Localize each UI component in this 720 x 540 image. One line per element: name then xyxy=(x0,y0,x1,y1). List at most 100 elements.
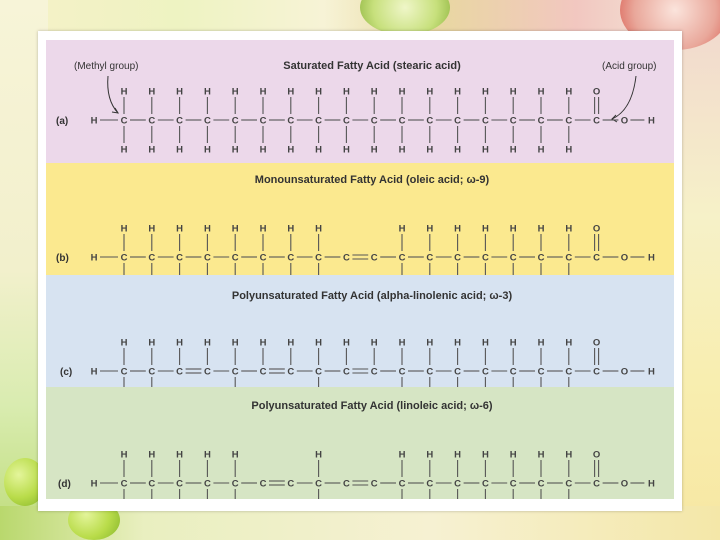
hydrogen-atom: H xyxy=(232,224,239,235)
hydrogen-atom: H xyxy=(315,224,322,235)
hydrogen-atom: H xyxy=(204,87,211,98)
hydrogen-atom: H xyxy=(648,253,655,264)
carbon-atom: C xyxy=(260,367,267,378)
carbon-atom: C xyxy=(232,479,239,490)
hydrogen-atom: H xyxy=(538,224,545,235)
hydrogen-atom: H xyxy=(538,87,545,98)
carbon-atom: C xyxy=(232,367,239,378)
hydrogen-atom: H xyxy=(343,87,350,98)
hydrogen-atom: H xyxy=(232,338,239,349)
hydrogen-atom: H xyxy=(148,145,155,156)
hydrogen-atom: H xyxy=(315,338,322,349)
hydrogen-atom: H xyxy=(176,87,183,98)
oxygen-atom: O xyxy=(621,479,628,490)
carbon-atom: C xyxy=(426,367,433,378)
methyl-arrow xyxy=(107,75,119,114)
hydrogen-atom: H xyxy=(121,338,128,349)
panel-label: (a) xyxy=(56,116,68,127)
carbon-atom: C xyxy=(482,116,489,127)
carbon-atom: C xyxy=(510,479,517,490)
panel-title: Saturated Fatty Acid (stearic acid) xyxy=(283,60,461,72)
oxygen-atom: O xyxy=(593,450,600,461)
hydrogen-atom: H xyxy=(565,224,572,235)
oxygen-atom: O xyxy=(621,253,628,264)
hydrogen-atom: H xyxy=(510,450,517,461)
hydrogen-atom: H xyxy=(426,87,433,98)
hydrogen-atom: H xyxy=(454,87,461,98)
carbon-atom: C xyxy=(593,479,600,490)
hydrogen-atom: H xyxy=(287,338,294,349)
hydrogen-atom: H xyxy=(482,338,489,349)
carbon-atom: C xyxy=(343,479,350,490)
carbon-atom: C xyxy=(204,253,211,264)
hydrogen-atom: H xyxy=(260,338,267,349)
hydrogen-atom: H xyxy=(287,87,294,98)
panel-title: Polyunsaturated Fatty Acid (alpha-linole… xyxy=(232,290,513,302)
carbon-atom: C xyxy=(399,479,406,490)
hydrogen-atom: H xyxy=(482,450,489,461)
methyl-arrowhead xyxy=(111,107,119,114)
hydrogen-atom: H xyxy=(315,87,322,98)
carbon-atom: C xyxy=(204,479,211,490)
hydrogen-atom: H xyxy=(399,145,406,156)
carbon-atom: C xyxy=(121,116,128,127)
hydrogen-atom: H xyxy=(121,145,128,156)
hydrogen-atom: H xyxy=(260,145,267,156)
carbon-atom: C xyxy=(148,116,155,127)
hydrogen-atom: H xyxy=(538,145,545,156)
panel-label: (b) xyxy=(56,253,69,264)
hydrogen-atom: H xyxy=(399,450,406,461)
carbon-atom: C xyxy=(426,116,433,127)
hydrogen-atom: H xyxy=(482,224,489,235)
carbon-atom: C xyxy=(482,479,489,490)
panel-label: (d) xyxy=(58,479,71,490)
hydrogen-atom: H xyxy=(510,224,517,235)
carbon-atom: C xyxy=(232,116,239,127)
oxygen-atom: O xyxy=(593,87,600,98)
hydrogen-atom: H xyxy=(91,253,98,264)
hydrogen-atom: H xyxy=(121,87,128,98)
carbon-atom: C xyxy=(538,367,545,378)
carbon-atom: C xyxy=(593,367,600,378)
carbon-atom: C xyxy=(371,253,378,264)
carbon-atom: C xyxy=(204,116,211,127)
carbon-atom: C xyxy=(287,479,294,490)
hydrogen-atom: H xyxy=(148,338,155,349)
hydrogen-atom: H xyxy=(204,145,211,156)
hydrogen-atom: H xyxy=(176,145,183,156)
carbon-atom: C xyxy=(565,116,572,127)
hydrogen-atom: H xyxy=(91,116,98,127)
hydrogen-atom: H xyxy=(315,450,322,461)
structure-saturated: (Methyl group) (Acid group) Saturated Fa… xyxy=(56,60,656,156)
carbon-atom: C xyxy=(593,116,600,127)
hydrogen-atom: H xyxy=(454,145,461,156)
hydrogen-atom: H xyxy=(121,450,128,461)
hydrogen-atom: H xyxy=(232,450,239,461)
carbon-atom: C xyxy=(232,253,239,264)
carbon-atom: C xyxy=(482,253,489,264)
panel-label: (c) xyxy=(60,367,72,378)
carbon-atom: C xyxy=(482,367,489,378)
hydrogen-atom: H xyxy=(204,338,211,349)
hydrogen-atom: H xyxy=(343,145,350,156)
hydrogen-atom: H xyxy=(176,338,183,349)
hydrogen-atom: H xyxy=(454,338,461,349)
background-bottom xyxy=(0,506,720,540)
panel-monounsaturated: Monounsaturated Fatty Acid (oleic acid; … xyxy=(46,163,674,275)
hydrogen-atom: H xyxy=(399,338,406,349)
carbon-atom: C xyxy=(260,116,267,127)
panel-title: Monounsaturated Fatty Acid (oleic acid; … xyxy=(255,174,490,186)
hydrogen-atom: H xyxy=(91,479,98,490)
carbon-atom: C xyxy=(343,367,350,378)
hydrogen-atom: H xyxy=(148,224,155,235)
carbon-atom: C xyxy=(371,116,378,127)
hydrogen-atom: H xyxy=(426,145,433,156)
oxygen-atom: O xyxy=(593,338,600,349)
methyl-group-label: (Methyl group) xyxy=(74,61,138,72)
carbon-atom: C xyxy=(593,253,600,264)
panel-saturated: (Methyl group) (Acid group) Saturated Fa… xyxy=(46,40,674,163)
hydrogen-atom: H xyxy=(232,145,239,156)
carbon-atom: C xyxy=(121,479,128,490)
hydrogen-atom: H xyxy=(399,224,406,235)
hydrogen-atom: H xyxy=(510,87,517,98)
